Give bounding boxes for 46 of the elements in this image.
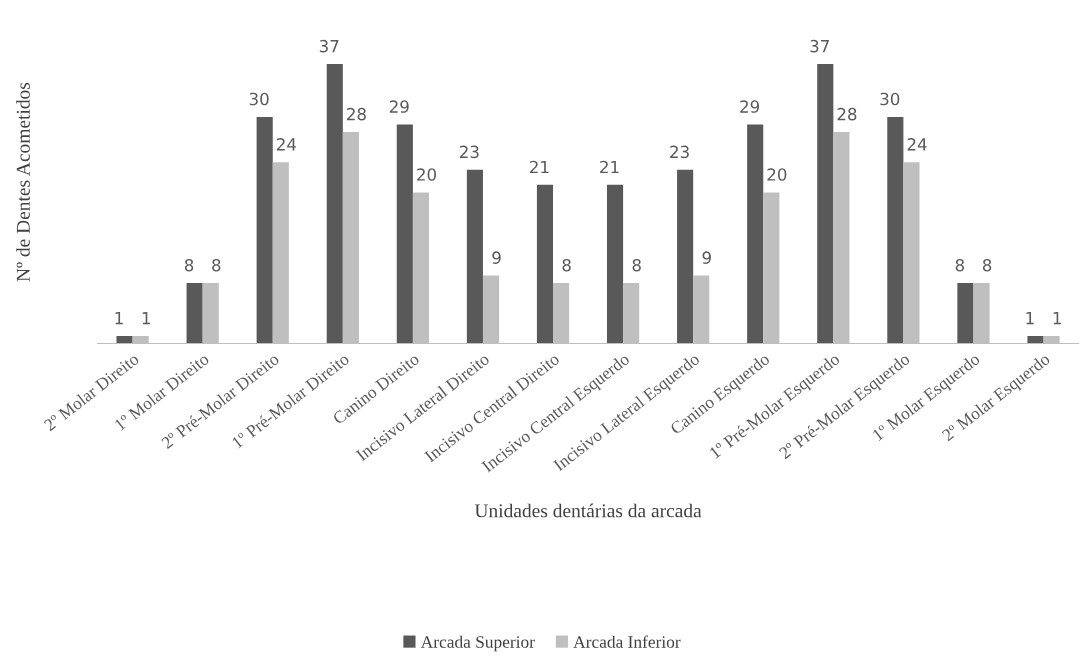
data-label: 8 xyxy=(982,258,992,272)
data-label: 28 xyxy=(347,107,366,121)
bar xyxy=(1027,335,1044,344)
x-axis-title: Unidades dentárias da arcada xyxy=(474,503,702,518)
bar xyxy=(256,116,273,344)
data-label: 21 xyxy=(600,160,619,174)
data-label: 24 xyxy=(907,138,927,151)
bar xyxy=(887,116,904,344)
data-label: 8 xyxy=(632,258,641,272)
data-label: 9 xyxy=(702,251,711,264)
data-label: 8 xyxy=(212,258,221,272)
data-label: 28 xyxy=(837,107,857,121)
data-label: 9 xyxy=(492,251,501,264)
bar xyxy=(186,283,203,344)
data-label: 1 xyxy=(142,312,150,325)
data-label: 37 xyxy=(319,39,339,53)
data-label: 29 xyxy=(740,100,760,113)
bar xyxy=(116,335,133,344)
legend-label: Arcada Inferior xyxy=(573,635,681,648)
data-label: 30 xyxy=(880,92,900,106)
data-label: 29 xyxy=(389,100,409,113)
data-label: 37 xyxy=(810,39,829,53)
bar xyxy=(396,124,413,344)
data-label: 20 xyxy=(417,168,436,181)
bar xyxy=(326,64,343,344)
data-label: 8 xyxy=(955,258,965,272)
data-label: 21 xyxy=(530,160,549,174)
data-label: 8 xyxy=(562,258,571,272)
data-label: 23 xyxy=(670,145,689,159)
data-label: 30 xyxy=(249,92,269,106)
bar xyxy=(466,169,483,344)
bar xyxy=(677,169,694,344)
bar xyxy=(747,124,764,344)
data-label: 24 xyxy=(276,138,297,151)
data-label: 1 xyxy=(115,312,123,325)
bar xyxy=(606,184,624,344)
data-label: 23 xyxy=(459,145,479,159)
bar xyxy=(536,184,554,344)
data-label: 20 xyxy=(767,168,787,181)
data-label: 1 xyxy=(1053,312,1061,325)
legend-label: Arcada Superior xyxy=(420,635,535,652)
data-label: 1 xyxy=(1026,312,1034,325)
bar xyxy=(957,283,974,344)
y-axis-title: Nº de Dentes Acometidos xyxy=(16,82,30,282)
bar xyxy=(817,64,834,344)
data-label: 8 xyxy=(184,258,194,272)
